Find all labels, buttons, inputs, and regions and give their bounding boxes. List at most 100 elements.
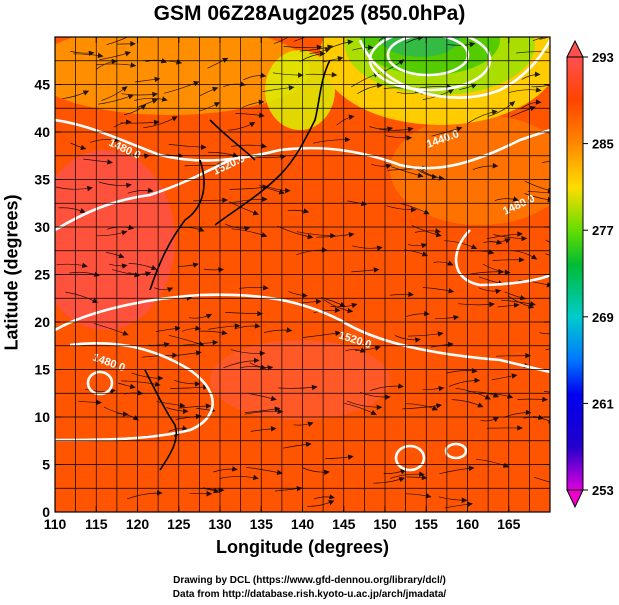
streamline-arrow	[373, 267, 380, 273]
streamline-arrow	[551, 50, 556, 54]
streamline-arrow	[130, 62, 137, 68]
streamline-arrow	[398, 383, 404, 389]
colorbar: 253 261 269 277 285 293	[566, 39, 614, 509]
streamline-arrow	[384, 394, 391, 400]
streamline-arrow	[118, 253, 125, 259]
streamline-arrow	[492, 392, 500, 398]
streamline-arrow	[348, 114, 355, 120]
colorbar-bottom-arrow	[566, 489, 584, 509]
streamline-arrow	[249, 122, 256, 128]
streamline	[541, 160, 550, 164]
colorbar-tick-label: 277	[592, 223, 614, 238]
streamline-arrow	[492, 162, 499, 169]
streamline-arrow	[161, 96, 168, 102]
y-tick-label: 5	[42, 457, 50, 473]
streamline-arrow	[79, 208, 86, 214]
streamline-arrow	[456, 126, 463, 132]
streamline-arrow	[534, 71, 541, 78]
credit-data: Data from http://database.rish.kyoto-u.a…	[172, 589, 447, 600]
streamline-arrow	[121, 263, 128, 269]
grid-lines	[55, 37, 550, 512]
y-tick-label: 30	[34, 219, 50, 235]
streamline-arrow	[347, 39, 354, 45]
streamline-arrow	[122, 330, 129, 336]
streamline-arrow	[517, 231, 524, 237]
streamline-arrow	[288, 84, 295, 91]
streamline-arrow	[121, 230, 128, 236]
streamline-arrow	[147, 187, 154, 193]
x-tick-label: 120	[126, 516, 150, 532]
streamline-arrow	[81, 262, 88, 268]
streamline	[195, 37, 197, 38]
streamline-arrow	[152, 91, 158, 98]
streamline-arrow	[509, 100, 516, 107]
streamline-arrow	[330, 232, 336, 239]
streamline-arrow	[107, 159, 113, 165]
streamline-arrow	[212, 339, 219, 346]
streamline-arrow	[491, 109, 498, 115]
streamline-arrow	[521, 235, 528, 242]
streamline-arrow	[334, 307, 341, 313]
streamline	[378, 37, 386, 41]
colorbar-tick-label: 269	[592, 310, 614, 325]
streamline-arrow	[438, 385, 445, 392]
x-tick-label: 140	[291, 516, 315, 532]
y-tick-label: 45	[34, 77, 50, 93]
streamline-arrow	[174, 325, 181, 332]
streamline-arrow	[222, 57, 229, 63]
streamline-arrow	[511, 373, 518, 379]
y-tick-label: 15	[34, 362, 50, 378]
streamline-arrow	[96, 399, 103, 406]
streamline-arrow	[122, 411, 129, 417]
y-tick-label: 0	[42, 504, 50, 520]
streamline-arrow	[111, 58, 118, 65]
streamline-arrow	[286, 327, 293, 333]
streamline	[545, 348, 550, 351]
streamline-arrow	[231, 466, 238, 472]
streamline	[539, 37, 550, 40]
streamline-arrow	[448, 288, 455, 294]
streamline-arrow	[347, 307, 354, 314]
streamline-arrow	[166, 287, 174, 293]
streamline-arrow	[194, 381, 201, 387]
streamline-arrow	[513, 302, 520, 308]
streamline-arrow	[436, 403, 443, 409]
streamline-arrow	[489, 301, 495, 308]
streamline-arrow	[328, 500, 335, 506]
streamline-arrow	[257, 310, 264, 317]
streamline	[524, 180, 550, 192]
streamline-arrow	[557, 331, 562, 335]
streamline-arrow	[205, 403, 212, 409]
x-tick-label: 110	[44, 516, 67, 532]
streamline-arrow	[417, 172, 424, 178]
x-axis-label: Longitude (degrees)	[215, 537, 389, 557]
streamline-arrow	[469, 41, 476, 48]
streamline	[545, 253, 550, 256]
colorbar-scale	[566, 56, 584, 491]
streamline-arrow	[407, 126, 414, 133]
typhoon-low-contour	[86, 370, 114, 396]
credit-drawing: Drawing by DCL (https://www.gfd-dennou.o…	[173, 575, 446, 586]
streamline-arrow	[347, 454, 354, 460]
streamline-arrow	[261, 143, 268, 149]
chart-title: GSM 06Z28Aug2025 (850.0hPa)	[153, 2, 466, 25]
streamline	[543, 391, 550, 393]
streamline-arrow	[195, 325, 201, 331]
streamline-arrow	[518, 257, 525, 263]
streamline-arrow	[468, 465, 475, 472]
streamline	[545, 239, 550, 243]
streamline-arrow	[262, 285, 269, 291]
streamline-arrow	[261, 232, 268, 238]
y-tick-label: 40	[34, 124, 50, 140]
streamline-arrow	[461, 497, 468, 504]
streamline-arrow	[447, 260, 454, 266]
y-tick-label: 35	[34, 172, 50, 188]
streamline-arrow	[335, 330, 342, 337]
contour-ne-inner-2	[386, 37, 470, 77]
x-tick-label: 130	[208, 516, 232, 532]
streamline-arrow	[529, 300, 536, 307]
streamline-arrow	[367, 44, 374, 51]
streamline-arrow	[519, 294, 526, 301]
y-tick-label: 25	[34, 267, 50, 283]
streamline-arrow	[97, 52, 104, 59]
